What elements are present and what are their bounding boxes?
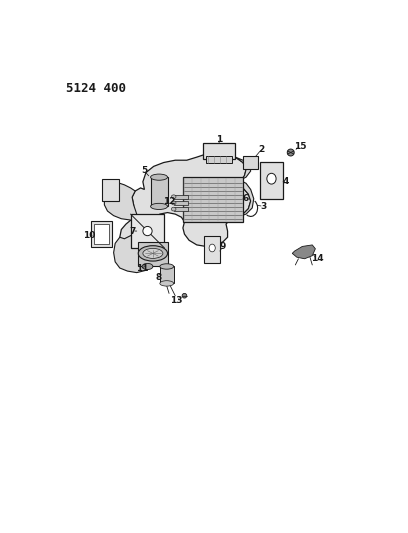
Ellipse shape [171,195,176,199]
Text: 10: 10 [83,231,95,240]
Ellipse shape [143,248,163,259]
Bar [93,224,109,244]
Text: 9: 9 [220,242,226,251]
Text: 3: 3 [261,202,267,211]
Ellipse shape [171,201,176,205]
Text: 12: 12 [163,197,175,206]
Bar [203,143,235,159]
Polygon shape [235,157,254,217]
Ellipse shape [160,264,174,269]
Ellipse shape [151,174,168,180]
Bar [91,221,112,247]
Bar [151,177,168,206]
Ellipse shape [143,227,152,236]
Polygon shape [104,183,137,220]
Bar [174,207,188,211]
Text: 6: 6 [243,194,249,203]
Ellipse shape [209,244,215,252]
Text: 15: 15 [294,142,306,151]
Bar [204,236,220,263]
Ellipse shape [151,203,168,209]
Bar [102,180,119,201]
Text: 1: 1 [216,135,222,144]
Text: 11: 11 [136,263,149,272]
Ellipse shape [267,173,276,184]
Text: 5124 400: 5124 400 [66,82,126,95]
Bar [174,201,188,205]
Ellipse shape [287,149,294,156]
Bar [174,195,188,199]
Text: 4: 4 [283,177,289,186]
Ellipse shape [171,207,176,211]
Ellipse shape [182,294,187,298]
Bar [183,177,243,222]
Text: 5: 5 [141,166,148,175]
Polygon shape [120,152,251,253]
Text: 8: 8 [155,273,162,282]
Ellipse shape [142,263,153,270]
Ellipse shape [138,246,168,261]
Ellipse shape [160,281,174,286]
Bar [206,156,232,163]
Text: 13: 13 [171,296,183,305]
Bar [160,266,174,284]
Bar [138,242,168,266]
Text: 7: 7 [129,227,135,236]
Polygon shape [113,234,160,273]
Bar [260,161,283,199]
Bar [131,214,164,248]
Bar [243,156,258,169]
Polygon shape [292,245,315,259]
Text: 14: 14 [311,254,324,263]
Text: 2: 2 [258,145,264,154]
